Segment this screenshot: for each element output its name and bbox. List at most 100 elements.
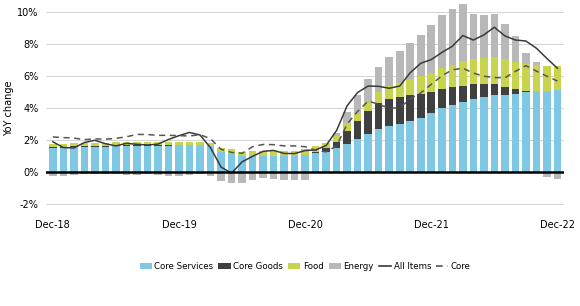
Y-axis label: YoY change: YoY change <box>4 80 14 136</box>
Bar <box>501 24 509 59</box>
Bar <box>354 121 361 139</box>
Bar <box>112 145 119 146</box>
Bar <box>470 99 477 172</box>
Bar <box>302 155 309 172</box>
Bar <box>280 155 288 172</box>
Bar <box>459 0 466 61</box>
Bar <box>532 65 540 91</box>
Bar <box>364 80 372 102</box>
Bar <box>470 84 477 99</box>
Bar <box>322 148 330 151</box>
Bar <box>102 172 109 174</box>
Bar <box>470 59 477 84</box>
Bar <box>49 144 57 147</box>
Bar <box>448 105 456 172</box>
Bar <box>501 95 509 172</box>
Bar <box>154 146 162 172</box>
Bar <box>165 146 172 172</box>
Bar <box>512 36 519 62</box>
Bar <box>302 172 309 180</box>
Bar <box>91 147 99 172</box>
Bar <box>206 143 214 146</box>
Bar <box>249 172 256 174</box>
Bar <box>196 142 204 145</box>
Bar <box>543 66 550 91</box>
Bar <box>70 172 78 175</box>
Bar <box>532 91 540 172</box>
Bar <box>259 172 267 174</box>
Bar <box>554 90 561 172</box>
Bar <box>491 14 498 57</box>
Bar <box>112 142 119 145</box>
Bar <box>60 172 67 176</box>
Bar <box>144 142 151 145</box>
Bar <box>81 146 88 147</box>
Bar <box>512 62 519 89</box>
Bar <box>186 142 193 145</box>
Bar <box>144 172 151 174</box>
Bar <box>280 172 288 174</box>
Bar <box>259 172 267 178</box>
Bar <box>133 172 141 175</box>
Bar <box>165 145 172 146</box>
Bar <box>543 172 550 174</box>
Bar <box>386 99 393 126</box>
Bar <box>459 102 466 172</box>
Bar <box>112 146 119 172</box>
Bar <box>144 145 151 146</box>
Bar <box>60 144 67 147</box>
Bar <box>354 139 361 172</box>
Bar <box>438 15 445 68</box>
Bar <box>291 172 298 180</box>
Bar <box>396 50 404 83</box>
Bar <box>249 151 256 155</box>
Bar <box>249 155 256 172</box>
Bar <box>364 111 372 134</box>
Bar <box>375 92 382 103</box>
Bar <box>186 172 193 175</box>
Bar <box>291 172 298 173</box>
Bar <box>165 142 172 145</box>
Bar <box>70 143 78 146</box>
Bar <box>491 57 498 84</box>
Bar <box>417 118 425 172</box>
Bar <box>122 172 130 175</box>
Bar <box>228 172 235 183</box>
Bar <box>186 145 193 172</box>
Bar <box>375 67 382 92</box>
Bar <box>133 145 141 146</box>
Bar <box>228 149 235 154</box>
Bar <box>218 147 225 151</box>
Bar <box>364 102 372 111</box>
Bar <box>102 146 109 147</box>
Bar <box>522 64 530 91</box>
Bar <box>238 172 246 174</box>
Bar <box>417 76 425 94</box>
Bar <box>175 142 183 145</box>
Bar <box>543 91 550 172</box>
Bar <box>512 94 519 172</box>
Bar <box>554 172 561 179</box>
Bar <box>165 172 172 176</box>
Bar <box>133 142 141 145</box>
Bar <box>228 154 235 172</box>
Bar <box>427 113 435 172</box>
Bar <box>448 65 456 88</box>
Bar <box>60 147 67 172</box>
Bar <box>196 172 204 174</box>
Bar <box>81 172 88 174</box>
Bar <box>407 80 414 95</box>
Bar <box>512 89 519 94</box>
Bar <box>554 66 561 90</box>
Bar <box>522 91 530 92</box>
Bar <box>81 143 88 146</box>
Bar <box>291 151 298 155</box>
Bar <box>407 121 414 172</box>
Bar <box>554 172 561 174</box>
Bar <box>438 68 445 89</box>
Bar <box>438 108 445 172</box>
Bar <box>302 172 309 173</box>
Bar <box>206 146 214 172</box>
Bar <box>312 151 320 153</box>
Bar <box>238 151 246 156</box>
